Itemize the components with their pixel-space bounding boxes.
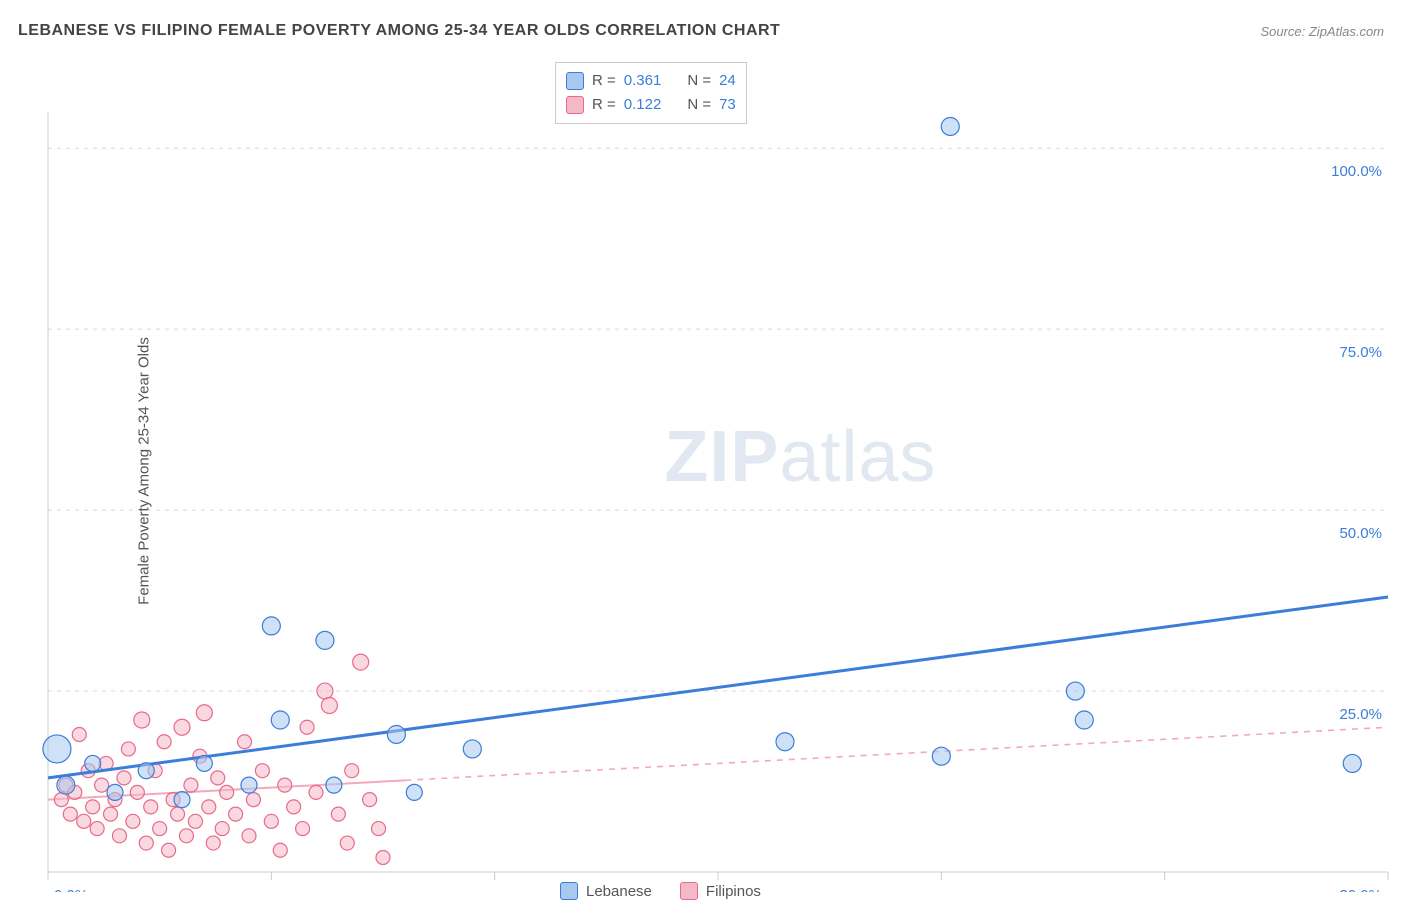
series-legend-item: Lebanese	[560, 882, 652, 900]
legend-swatch	[566, 96, 584, 114]
chart-title: LEBANESE VS FILIPINO FEMALE POVERTY AMON…	[18, 22, 780, 40]
legend-n-value: 24	[719, 69, 736, 93]
svg-text:0.0%: 0.0%	[54, 887, 88, 892]
legend-series-name: Lebanese	[586, 883, 652, 900]
legend-n-label: N =	[687, 69, 711, 93]
svg-text:75.0%: 75.0%	[1339, 344, 1382, 361]
series-legend-item: Filipinos	[680, 882, 761, 900]
svg-text:30.0%: 30.0%	[1339, 887, 1382, 892]
legend-n-label: N =	[687, 93, 711, 117]
legend-r-value: 0.361	[624, 69, 662, 93]
svg-text:50.0%: 50.0%	[1339, 525, 1382, 542]
legend-series-name: Filipinos	[706, 883, 761, 900]
legend-n-value: 73	[719, 93, 736, 117]
legend-r-value: 0.122	[624, 93, 662, 117]
legend-r-label: R =	[592, 69, 616, 93]
stats-legend: R = 0.361 N = 24 R = 0.122 N = 73	[555, 62, 747, 124]
legend-swatch	[566, 72, 584, 90]
legend-swatch	[680, 882, 698, 900]
source-label: Source: ZipAtlas.com	[1260, 24, 1384, 39]
series-legend: Lebanese Filipinos	[560, 882, 761, 900]
svg-text:25.0%: 25.0%	[1339, 706, 1382, 723]
scatter-chart: 25.0% 50.0% 75.0% 100.0% 0.0% 30.0%	[0, 50, 1406, 892]
legend-r-label: R =	[592, 93, 616, 117]
stats-legend-row: R = 0.122 N = 73	[566, 93, 736, 117]
y-axis-label: Female Poverty Among 25-34 Year Olds	[135, 337, 152, 605]
svg-text:100.0%: 100.0%	[1331, 163, 1382, 180]
chart-container: Female Poverty Among 25-34 Year Olds 25.…	[0, 50, 1406, 892]
stats-legend-row: R = 0.361 N = 24	[566, 69, 736, 93]
legend-swatch	[560, 882, 578, 900]
